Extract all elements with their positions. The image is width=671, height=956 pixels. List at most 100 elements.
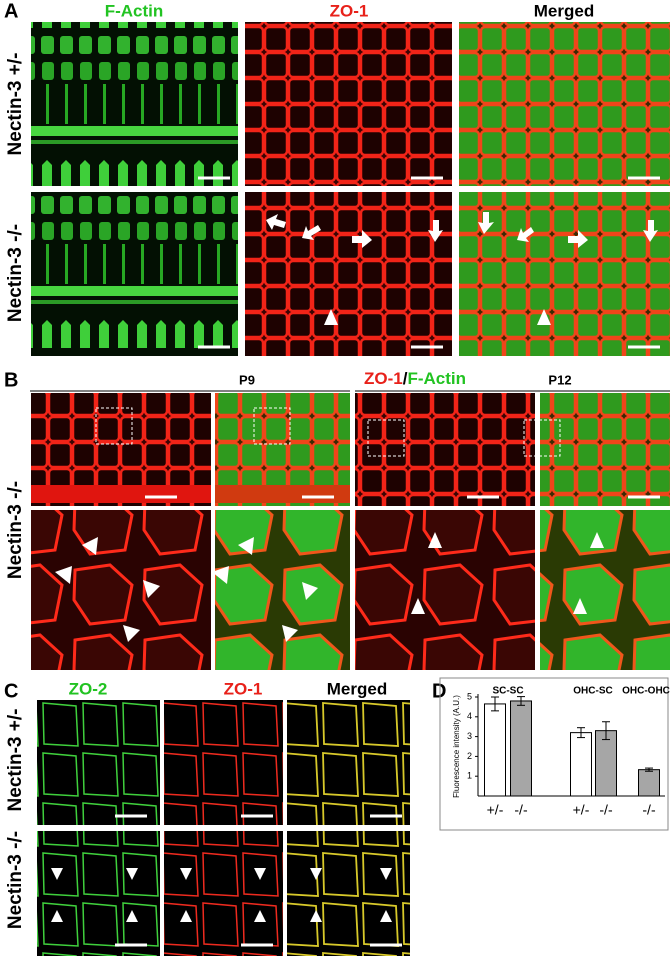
panel-label: A [4, 0, 18, 22]
y-tick-label: 2 [467, 751, 472, 761]
column-title: Merged [534, 1, 594, 20]
column-title: ZO-2 [69, 679, 108, 698]
arrowhead [324, 309, 338, 325]
arrowhead [411, 598, 425, 614]
micrograph [37, 700, 160, 825]
arrowhead [310, 910, 322, 922]
y-tick-label: 1 [467, 771, 472, 781]
arrow [478, 212, 494, 234]
inset-box [95, 407, 133, 445]
arrowhead [380, 868, 392, 880]
arrow [428, 220, 443, 242]
micrograph [540, 393, 670, 506]
arrow [266, 214, 286, 230]
group-label: SC-SC [492, 686, 523, 697]
stain-title: ZO-1/F-Actin [364, 369, 466, 388]
micrograph [164, 700, 283, 825]
image-grid [37, 700, 410, 956]
micrograph [540, 510, 670, 670]
arrowhead [180, 910, 192, 922]
arrowhead [254, 868, 266, 880]
band [215, 485, 350, 503]
arrowhead [82, 537, 98, 555]
y-tick-label: 3 [467, 731, 472, 741]
arrowhead [123, 625, 140, 642]
row-label: Nectin-3 +/- [5, 709, 26, 812]
band [31, 485, 211, 503]
stain: ZO-1 [364, 369, 403, 388]
bar [510, 700, 532, 797]
bar [484, 703, 506, 797]
age-label: P9 [239, 372, 255, 387]
arrowhead [126, 910, 138, 922]
micrograph [459, 22, 670, 186]
y-axis-label: Fluorescence intensity (A.U.) [452, 695, 461, 798]
panel-label: B [4, 369, 18, 391]
arrowhead [590, 532, 604, 548]
arrowhead [51, 868, 63, 880]
micrograph [164, 831, 283, 956]
arrowhead [143, 580, 160, 598]
micrograph [459, 192, 670, 356]
arrowhead [573, 598, 587, 614]
column-title: ZO-1 [330, 1, 369, 20]
arrowhead [380, 910, 392, 922]
arrow [643, 220, 658, 242]
arrowhead [310, 868, 322, 880]
arrowhead [51, 910, 63, 922]
arrowhead [126, 868, 138, 880]
arrow [302, 225, 321, 240]
stain: F-Actin [407, 369, 466, 388]
arrow [352, 230, 372, 248]
x-tick-label: +/- [573, 802, 590, 818]
panel-label: C [4, 680, 18, 702]
micrograph [37, 831, 160, 956]
stain: / [403, 369, 408, 388]
age-label: P12 [548, 372, 571, 387]
arrow [568, 230, 588, 248]
panel-label: D [432, 680, 446, 702]
bar [638, 769, 660, 797]
row-label: Nectin-3 -/- [5, 481, 26, 579]
arrowhead [428, 532, 442, 548]
bar [595, 730, 617, 797]
arrowhead [254, 910, 266, 922]
row-label: Nectin-3 -/- [5, 224, 26, 322]
micrograph [31, 22, 238, 186]
micrograph [245, 192, 452, 356]
column-title: F-Actin [105, 1, 164, 20]
arrowhead [212, 566, 229, 584]
micrograph [287, 831, 410, 956]
row-label: Nectin-3 +/- [5, 53, 26, 156]
y-tick-label: 4 [467, 711, 472, 721]
micrograph [287, 700, 410, 825]
chart-frame [439, 677, 669, 831]
arrowhead [238, 537, 254, 555]
arrowhead [282, 625, 298, 642]
arrow [517, 227, 534, 242]
bar-chart: Fluorescence intensity (A.U.) 1 2 3 4 5 SC-SC O… [452, 686, 670, 818]
y-tick-label: 5 [467, 691, 472, 701]
row-label: Nectin-3 -/- [5, 831, 26, 929]
group-label: OHC-OHC [622, 686, 670, 697]
image-grid [31, 393, 670, 670]
x-tick-label: +/- [487, 802, 504, 818]
column-title: Merged [327, 679, 387, 698]
micrograph [245, 22, 452, 186]
inset-box [253, 407, 291, 445]
image-grid [31, 22, 670, 356]
bar [570, 732, 592, 797]
x-tick-label: -/- [642, 802, 656, 818]
arrowhead [302, 582, 318, 600]
column-title: ZO-1 [224, 679, 263, 698]
micrograph [31, 192, 238, 356]
micrograph [355, 393, 535, 506]
micrograph [215, 510, 350, 670]
arrowhead [55, 566, 72, 584]
arrowhead [537, 309, 551, 325]
inset-box [367, 419, 405, 457]
x-tick-label: -/- [599, 802, 613, 818]
inset-box [523, 419, 561, 457]
micrograph [355, 510, 535, 670]
